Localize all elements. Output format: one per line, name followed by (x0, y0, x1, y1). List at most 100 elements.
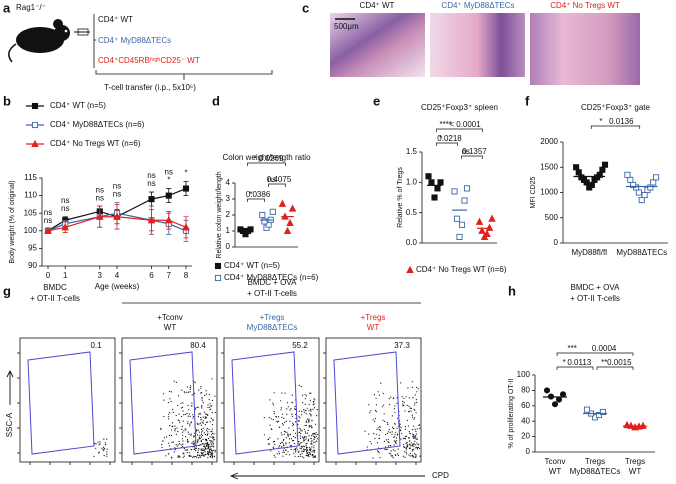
event-dot (409, 445, 412, 447)
significance-bracket (247, 162, 286, 166)
event-dot (204, 424, 206, 426)
event-dot (314, 433, 316, 436)
event-dot (414, 417, 416, 419)
event-dot (196, 422, 198, 424)
event-dot (182, 410, 184, 412)
event-dot (272, 446, 274, 448)
event-dot (300, 448, 302, 450)
event-dot (285, 420, 287, 422)
event-dot (197, 429, 199, 431)
event-dot (414, 402, 416, 404)
event-dot (202, 451, 204, 454)
event-dot (199, 413, 202, 415)
event-dot (182, 420, 184, 422)
event-dot (400, 429, 402, 431)
marker (638, 197, 645, 204)
group-label: CD4⁺ WT (98, 15, 133, 24)
event-dot (301, 456, 303, 458)
event-dot (178, 420, 180, 422)
event-dot (311, 426, 313, 428)
event-dot (269, 437, 271, 439)
event-dot (187, 391, 190, 393)
event-dot (307, 440, 310, 442)
event-dot (201, 400, 203, 402)
event-dot (207, 442, 209, 444)
event-dot (200, 419, 202, 421)
significance-stars: * (599, 117, 602, 126)
event-dot (166, 436, 168, 438)
event-dot (189, 452, 191, 454)
event-dot (171, 426, 173, 428)
event-dot (205, 416, 208, 418)
event-dot (410, 410, 412, 412)
event-dot (302, 437, 304, 439)
event-dot (400, 438, 402, 440)
event-dot (197, 457, 200, 459)
event-dot (209, 409, 211, 411)
event-dot (380, 382, 382, 384)
event-dot (405, 435, 408, 437)
event-dot (294, 406, 296, 408)
event-dot (410, 442, 412, 444)
event-dot (309, 448, 311, 450)
significance-bracket (556, 366, 594, 370)
event-dot (312, 453, 314, 455)
event-dot (101, 447, 103, 449)
marker (555, 396, 563, 403)
event-dot (212, 443, 214, 445)
event-dot (291, 413, 293, 415)
event-dot (307, 451, 309, 453)
event-dot (210, 443, 213, 445)
significance-label: ns (96, 185, 104, 194)
event-dot (374, 437, 376, 440)
significance-stars: * (254, 154, 257, 163)
event-dot (188, 413, 190, 415)
event-dot (104, 448, 106, 450)
event-dot (178, 440, 180, 442)
significance-label: ns (61, 204, 69, 213)
event-dot (283, 433, 285, 435)
event-dot (297, 455, 299, 458)
significance-label: ns (147, 179, 155, 188)
event-dot (307, 438, 310, 440)
event-dot (393, 444, 395, 446)
event-dot (199, 434, 201, 437)
event-dot (303, 449, 305, 451)
event-dot (209, 439, 211, 441)
event-dot (412, 449, 414, 451)
event-dot (204, 445, 206, 448)
event-dot (378, 437, 380, 439)
significance-label: ns (44, 216, 52, 225)
event-dot (288, 442, 290, 444)
event-dot (404, 456, 406, 458)
event-dot (169, 425, 171, 427)
event-dot (203, 449, 205, 452)
event-dot (295, 417, 297, 419)
marker (624, 171, 631, 178)
y-tick-label: 2 (226, 210, 231, 219)
event-dot (201, 434, 203, 437)
event-dot (212, 419, 214, 421)
condition: +Tconv (157, 313, 183, 322)
event-dot (172, 411, 174, 413)
event-dot (312, 404, 314, 406)
event-dot (412, 456, 414, 458)
event-dot (200, 428, 203, 430)
event-dot (287, 435, 289, 437)
scale-label: 500µm (334, 22, 359, 31)
marker (475, 217, 484, 225)
event-dot (308, 455, 310, 457)
y-tick-label: 80 (521, 386, 530, 395)
event-dot (384, 420, 386, 422)
event-dot (281, 434, 283, 436)
marker (148, 196, 155, 203)
p-value: < 0.0001 (449, 120, 481, 129)
event-dot (401, 433, 403, 435)
y-tick-label: 100 (24, 226, 38, 235)
event-dot (305, 443, 307, 445)
event-dot (214, 411, 216, 414)
significance-stars: ns (461, 147, 469, 156)
event-dot (372, 457, 374, 459)
event-dot (106, 448, 108, 450)
